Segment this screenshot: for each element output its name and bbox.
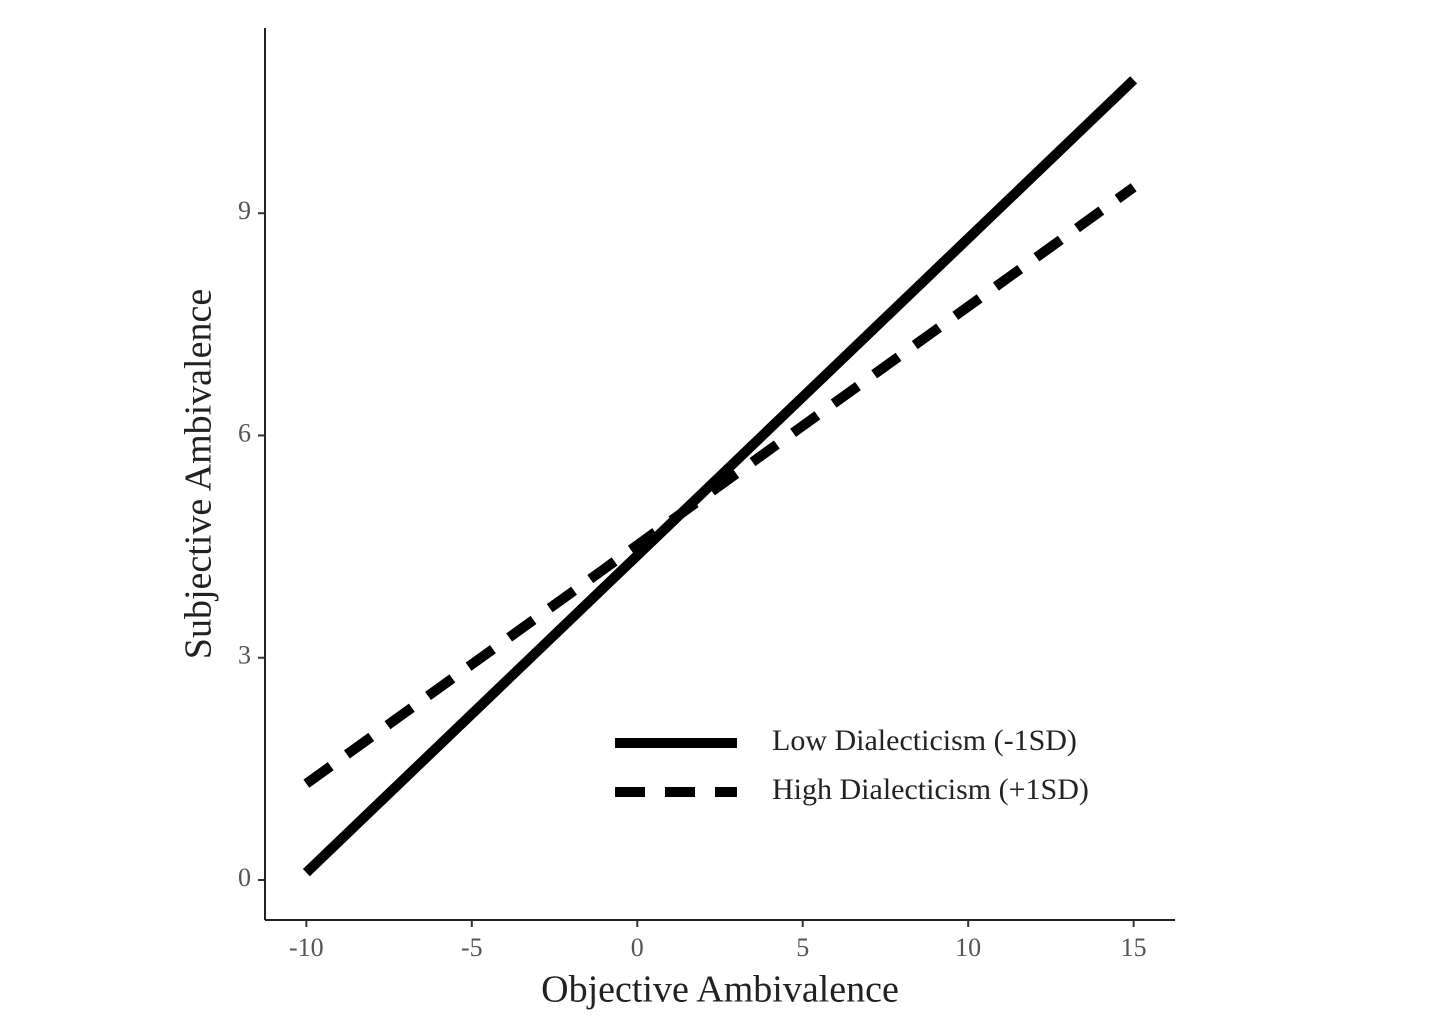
legend-label: High Dialecticism (+1SD) xyxy=(772,773,1089,806)
y-tick-label: 3 xyxy=(238,641,251,670)
x-tick-label: -5 xyxy=(461,933,483,962)
y-tick-label: 0 xyxy=(238,863,251,892)
y-tick-label: 9 xyxy=(238,196,251,225)
x-tick-label: 15 xyxy=(1121,933,1147,962)
series-line xyxy=(303,183,1137,788)
series-line xyxy=(302,76,1138,877)
y-tick-label: 6 xyxy=(238,418,251,447)
x-axis-title: Objective Ambivalence xyxy=(541,969,899,1011)
x-tick-label: -10 xyxy=(289,933,324,962)
y-axis-title: Subjective Ambivalence xyxy=(178,289,220,659)
x-tick-label: 0 xyxy=(631,933,644,962)
x-tick-label: 10 xyxy=(955,933,981,962)
legend-label: Low Dialecticism (-1SD) xyxy=(772,724,1077,757)
x-tick-label: 5 xyxy=(796,933,809,962)
